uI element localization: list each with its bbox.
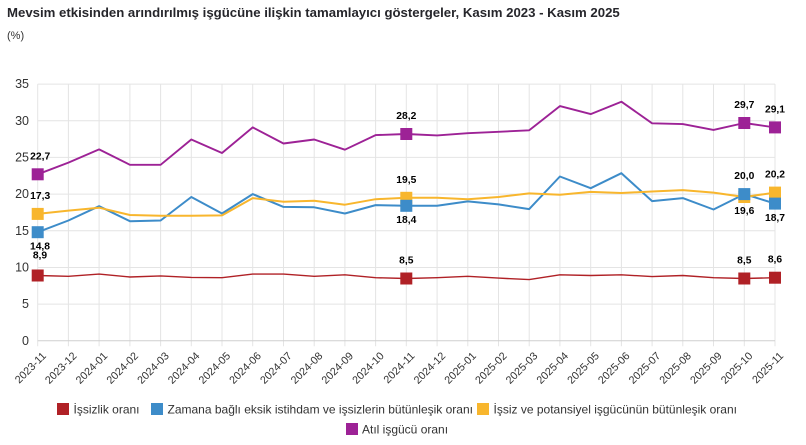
svg-text:35: 35 (15, 77, 29, 91)
svg-text:10: 10 (15, 261, 29, 275)
svg-text:25: 25 (15, 150, 29, 164)
svg-text:28,2: 28,2 (396, 111, 416, 122)
svg-text:19,6: 19,6 (734, 206, 754, 217)
svg-text:Zamana bağlı eksik istihdam ve: Zamana bağlı eksik istihdam ve işsizleri… (168, 402, 473, 416)
svg-text:17,3: 17,3 (30, 191, 50, 202)
svg-text:0: 0 (22, 334, 29, 348)
svg-text:8,5: 8,5 (399, 256, 414, 267)
svg-text:18,4: 18,4 (396, 215, 416, 226)
svg-text:8,6: 8,6 (768, 255, 783, 266)
svg-text:15: 15 (15, 224, 29, 238)
svg-text:14,8: 14,8 (30, 241, 50, 252)
svg-text:5: 5 (22, 297, 29, 311)
svg-text:19,5: 19,5 (396, 175, 416, 186)
svg-text:20,0: 20,0 (734, 171, 754, 182)
svg-text:29,1: 29,1 (765, 104, 785, 115)
svg-text:8,5: 8,5 (737, 256, 752, 267)
svg-text:20,2: 20,2 (765, 170, 785, 181)
svg-text:İşsiz ve potansiyel işgücünün: İşsiz ve potansiyel işgücünün bütünleşik… (494, 402, 737, 416)
svg-text:18,7: 18,7 (765, 213, 785, 224)
svg-text:İşsizlik oranı: İşsizlik oranı (74, 402, 140, 416)
svg-text:20: 20 (15, 187, 29, 201)
svg-text:30: 30 (15, 114, 29, 128)
svg-text:Atıl işgücü oranı: Atıl işgücü oranı (362, 422, 448, 436)
svg-text:22,7: 22,7 (30, 151, 50, 162)
svg-text:8,9: 8,9 (33, 251, 48, 262)
svg-text:29,7: 29,7 (734, 100, 754, 111)
